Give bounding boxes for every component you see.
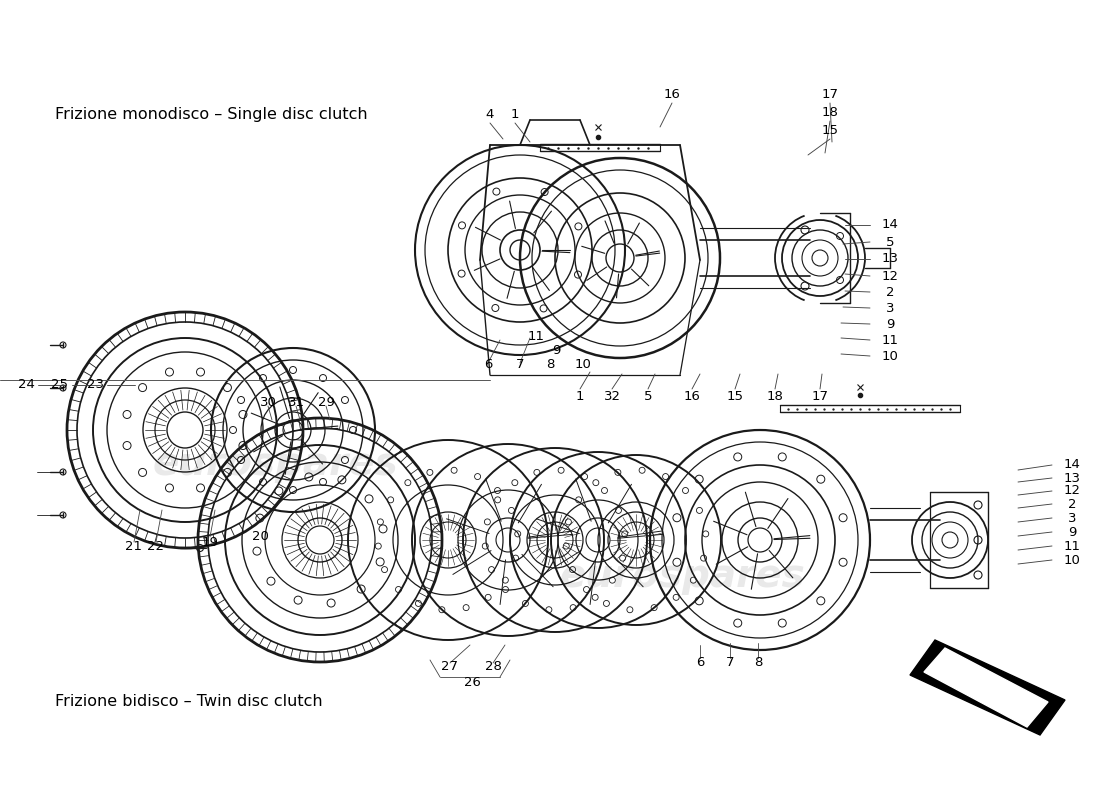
Text: 1: 1: [510, 109, 519, 122]
Text: 18: 18: [822, 106, 838, 119]
Text: 25: 25: [52, 378, 68, 391]
Text: 32: 32: [604, 390, 620, 403]
Text: 29: 29: [318, 395, 334, 409]
Text: 11: 11: [528, 330, 544, 342]
Text: 21: 21: [125, 541, 143, 554]
Text: 3: 3: [886, 302, 894, 314]
Text: 9: 9: [1068, 526, 1076, 538]
Text: 6: 6: [484, 358, 492, 371]
Text: 24: 24: [18, 378, 34, 391]
Text: Frizione monodisco – Single disc clutch: Frizione monodisco – Single disc clutch: [55, 107, 367, 122]
Text: 1: 1: [575, 390, 584, 403]
Text: 10: 10: [881, 350, 899, 362]
Text: 18: 18: [767, 390, 783, 403]
Text: 13: 13: [881, 253, 899, 266]
Text: 3: 3: [1068, 511, 1076, 525]
Polygon shape: [910, 640, 1065, 735]
Text: 7: 7: [516, 358, 525, 371]
Text: 14: 14: [1064, 458, 1080, 471]
Text: 5: 5: [644, 390, 652, 403]
Text: 31: 31: [287, 395, 305, 409]
Text: 7: 7: [726, 655, 735, 669]
Text: 4: 4: [486, 109, 494, 122]
Text: 14: 14: [881, 218, 899, 231]
Text: 17: 17: [822, 89, 838, 102]
Text: 5: 5: [886, 235, 894, 249]
Text: 13: 13: [1064, 471, 1080, 485]
Text: 28: 28: [485, 661, 502, 674]
Text: 22: 22: [147, 541, 165, 554]
Text: 12: 12: [1064, 485, 1080, 498]
Text: 30: 30: [260, 395, 276, 409]
Text: 8: 8: [754, 655, 762, 669]
Text: 10: 10: [574, 358, 592, 371]
Text: 11: 11: [881, 334, 899, 346]
Text: 17: 17: [812, 390, 828, 403]
Text: 9: 9: [552, 343, 560, 357]
Text: 11: 11: [1064, 539, 1080, 553]
Text: eurospares: eurospares: [152, 445, 398, 483]
Text: 15: 15: [822, 125, 838, 138]
Text: 20: 20: [252, 530, 268, 542]
Text: 2: 2: [1068, 498, 1076, 510]
Text: 8: 8: [546, 358, 554, 371]
Text: 16: 16: [663, 89, 681, 102]
Text: 12: 12: [881, 270, 899, 282]
Text: 2: 2: [886, 286, 894, 298]
Text: eurospares: eurospares: [559, 557, 805, 595]
Text: 10: 10: [1064, 554, 1080, 566]
Text: Frizione bidisco – Twin disc clutch: Frizione bidisco – Twin disc clutch: [55, 694, 322, 710]
Text: 27: 27: [441, 661, 459, 674]
Text: 23: 23: [87, 378, 103, 391]
Text: 15: 15: [726, 390, 744, 403]
Text: 6: 6: [696, 655, 704, 669]
Text: 16: 16: [683, 390, 701, 403]
Text: 26: 26: [463, 675, 481, 689]
Polygon shape: [924, 648, 1048, 727]
Text: 19: 19: [201, 535, 219, 549]
Text: 9: 9: [886, 318, 894, 330]
